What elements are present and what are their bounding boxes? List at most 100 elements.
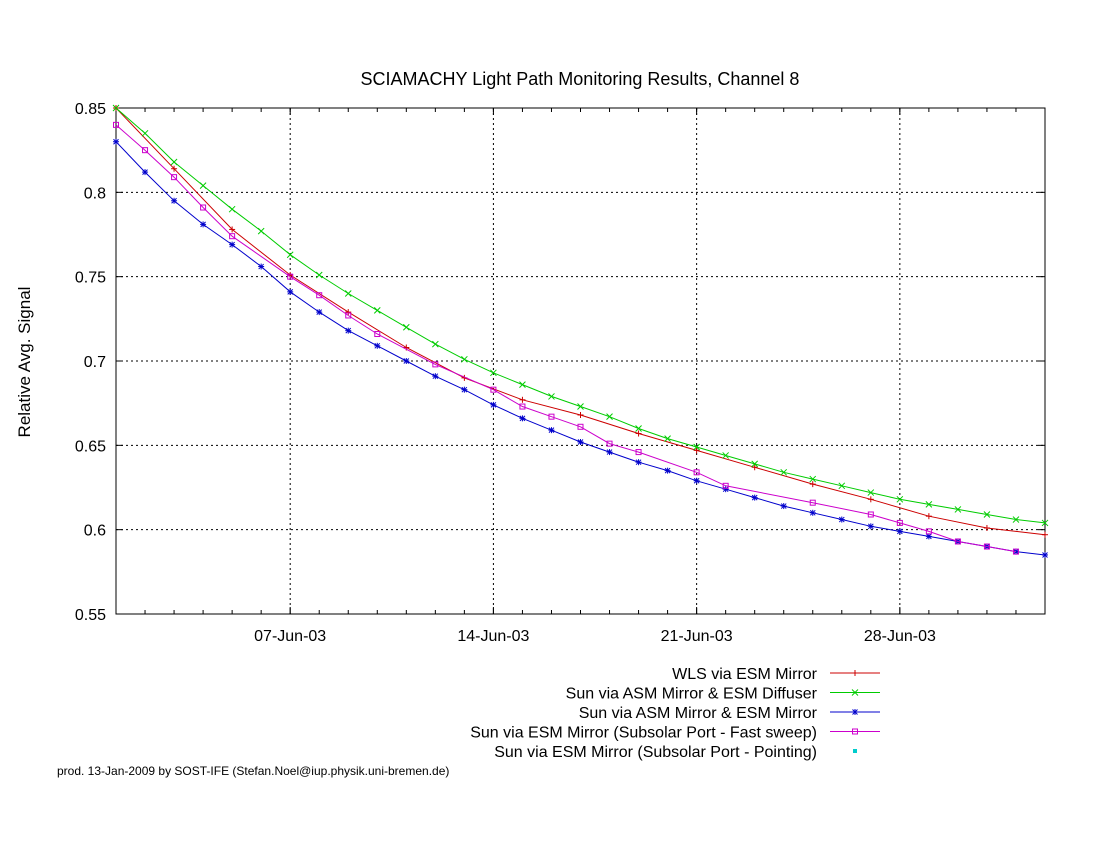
data-point-cross bbox=[257, 227, 265, 235]
data-point-square bbox=[954, 538, 961, 545]
data-point-cross bbox=[809, 475, 817, 483]
x-tick-label: 21-Jun-03 bbox=[661, 628, 733, 645]
data-point-star bbox=[229, 241, 236, 248]
data-point-square bbox=[229, 233, 236, 240]
data-point-cross bbox=[577, 403, 584, 410]
series-1 bbox=[113, 105, 1048, 538]
data-point-square bbox=[113, 121, 119, 128]
data-point-dot bbox=[853, 749, 857, 753]
data-point-star bbox=[577, 438, 584, 445]
legend-label: Sun via ESM Mirror (Subsolar Port - Poin… bbox=[494, 744, 817, 761]
data-point-square bbox=[635, 449, 642, 456]
data-point-star bbox=[548, 427, 555, 434]
data-point-cross bbox=[693, 443, 700, 451]
data-point-cross bbox=[228, 205, 236, 213]
data-point-plus bbox=[852, 670, 858, 676]
data-point-plus bbox=[345, 309, 352, 316]
legend-label: Sun via ESM Mirror (Subsolar Port - Fast… bbox=[470, 725, 817, 742]
data-point-cross bbox=[112, 104, 120, 112]
data-point-square bbox=[200, 204, 207, 211]
data-point-square bbox=[852, 728, 858, 735]
data-point-cross bbox=[461, 355, 468, 363]
data-point-star bbox=[693, 477, 700, 484]
legend: WLS via ESM Mirror Sun via ASM Mirror & E… bbox=[470, 666, 880, 761]
data-point-star bbox=[751, 494, 758, 501]
data-point-star bbox=[852, 709, 858, 715]
data-point-cross bbox=[315, 271, 323, 279]
data-point-cross bbox=[170, 158, 178, 166]
data-point-plus bbox=[171, 165, 178, 172]
data-point-star bbox=[171, 197, 178, 204]
plot-frame bbox=[115, 107, 1046, 615]
series-layer bbox=[112, 104, 1049, 558]
data-point-star bbox=[374, 342, 381, 349]
y-tick-label: 0.75 bbox=[75, 270, 106, 287]
series-line bbox=[115, 107, 1046, 524]
x-tick-label: 07-Jun-03 bbox=[254, 628, 326, 645]
data-point-square bbox=[577, 423, 584, 430]
data-point-star bbox=[635, 459, 642, 466]
data-point-cross bbox=[954, 506, 962, 513]
data-point-plus bbox=[925, 513, 932, 520]
data-point-square bbox=[983, 543, 990, 550]
data-point-star bbox=[113, 138, 119, 145]
data-point-star bbox=[345, 327, 352, 334]
data-point-star bbox=[200, 221, 207, 228]
data-point-star bbox=[722, 486, 729, 493]
data-point-cross bbox=[373, 307, 381, 314]
data-point-plus bbox=[867, 496, 874, 503]
data-point-cross bbox=[431, 340, 439, 348]
legend-label: Sun via ASM Mirror & ESM Diffuser bbox=[566, 686, 818, 703]
data-point-cross bbox=[867, 489, 875, 496]
data-point-square bbox=[867, 511, 874, 518]
y-axis-label: Relative Avg. Signal bbox=[15, 287, 34, 438]
data-point-star bbox=[461, 386, 468, 393]
data-point-square bbox=[287, 273, 294, 280]
data-point-cross bbox=[896, 495, 904, 503]
data-point-square bbox=[171, 174, 178, 181]
data-point-square bbox=[809, 499, 816, 506]
data-point-square bbox=[925, 528, 932, 535]
legend-label: WLS via ESM Mirror bbox=[672, 666, 818, 683]
data-point-cross bbox=[925, 501, 933, 508]
data-point-cross bbox=[722, 452, 730, 459]
data-point-square bbox=[896, 519, 903, 526]
data-point-star bbox=[809, 509, 816, 516]
data-point-star bbox=[519, 415, 526, 422]
data-point-square bbox=[722, 482, 729, 489]
data-point-star bbox=[896, 528, 903, 535]
data-point-cross bbox=[199, 182, 207, 189]
data-point-star bbox=[780, 503, 787, 510]
data-point-cross bbox=[838, 482, 846, 490]
data-point-cross bbox=[664, 435, 671, 442]
data-point-square bbox=[606, 440, 613, 447]
axis-ticks: 0.55 0.6 0.65 0.7 0.75 0.8 0.85 07-Jun-03 14-Jun… bbox=[75, 101, 1046, 645]
data-point-star bbox=[925, 533, 932, 540]
series-2 bbox=[112, 104, 1049, 527]
data-point-star bbox=[316, 309, 323, 316]
data-point-star bbox=[142, 169, 149, 176]
series-4 bbox=[113, 121, 1019, 555]
data-point-star bbox=[432, 373, 439, 380]
y-tick-label: 0.65 bbox=[75, 438, 106, 455]
data-point-square bbox=[693, 469, 700, 476]
data-point-plus bbox=[693, 447, 700, 454]
data-point-cross bbox=[344, 290, 352, 297]
data-point-cross bbox=[519, 381, 526, 388]
data-point-star bbox=[287, 288, 294, 295]
series-line bbox=[115, 124, 1017, 553]
data-point-cross bbox=[1012, 516, 1020, 523]
y-tick-label: 0.7 bbox=[84, 354, 106, 371]
data-point-cross bbox=[983, 511, 991, 518]
data-point-cross bbox=[141, 129, 149, 137]
data-point-square bbox=[432, 361, 439, 368]
series-3 bbox=[113, 138, 1048, 558]
grid bbox=[116, 108, 1045, 614]
data-point-square bbox=[1012, 548, 1019, 555]
data-point-square bbox=[316, 292, 323, 299]
y-tick-label: 0.8 bbox=[84, 185, 106, 202]
data-point-plus bbox=[577, 411, 584, 418]
data-point-cross bbox=[751, 460, 759, 468]
series-line bbox=[115, 107, 1046, 536]
data-point-star bbox=[403, 358, 410, 364]
